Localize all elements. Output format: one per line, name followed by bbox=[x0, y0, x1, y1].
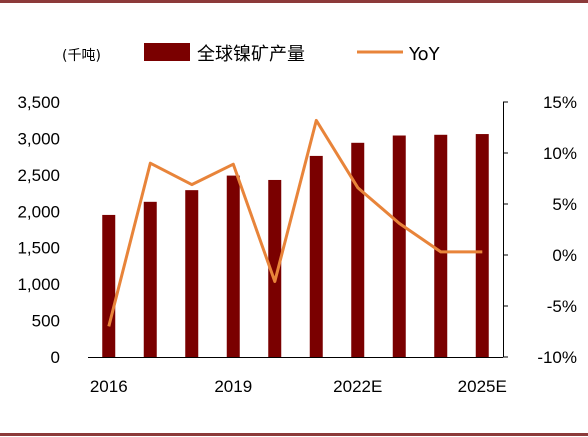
x-tick-label: 2025E bbox=[458, 377, 507, 396]
x-tick-label: 2016 bbox=[90, 377, 128, 396]
x-axis: 2016 2019 2022E 2025E bbox=[90, 377, 507, 396]
left-axis: 0 500 1,000 1,500 2,000 2,500 3,000 3,500 bbox=[17, 93, 60, 367]
yoy-line bbox=[107, 118, 483, 327]
bar-2023E bbox=[392, 135, 406, 357]
bar-2016 bbox=[102, 214, 116, 357]
left-tick-label: 2,500 bbox=[17, 166, 60, 185]
bar-2024E bbox=[434, 134, 448, 357]
bar-2019 bbox=[226, 175, 240, 357]
legend-line-label: YoY bbox=[408, 44, 441, 65]
left-tick-label: 3,500 bbox=[17, 93, 60, 112]
left-tick-label: 500 bbox=[32, 312, 60, 331]
x-tick-label: 2019 bbox=[214, 377, 252, 396]
bar-2025E bbox=[475, 134, 489, 357]
bar-2018 bbox=[185, 190, 199, 357]
legend-bar-label: 全球镍矿产量 bbox=[197, 44, 305, 65]
x-tick-label: 2022E bbox=[333, 377, 382, 396]
right-tick-label: -5% bbox=[547, 297, 577, 316]
right-tick-label: 10% bbox=[543, 144, 577, 163]
bar-2020 bbox=[268, 179, 282, 357]
right-tick-label: 15% bbox=[543, 93, 577, 112]
bar-2022E bbox=[351, 142, 365, 357]
right-tick-label: 0% bbox=[552, 246, 577, 265]
left-tick-label: 0 bbox=[51, 348, 60, 367]
left-tick-label: 2,000 bbox=[17, 202, 60, 221]
legend-bar-swatch bbox=[144, 43, 190, 61]
bar-2017 bbox=[143, 201, 157, 357]
left-tick-label: 3,000 bbox=[17, 129, 60, 148]
unit-label: (千吨) bbox=[62, 48, 101, 64]
left-tick-label: 1,000 bbox=[17, 275, 60, 294]
bar-2021 bbox=[309, 155, 323, 357]
bar-series bbox=[102, 134, 489, 357]
right-tick-label: -10% bbox=[537, 348, 577, 367]
right-axis: -10% -5% 0% 5% 10% 15% bbox=[503, 93, 577, 367]
left-tick-label: 1,500 bbox=[17, 239, 60, 258]
right-tick-label: 5% bbox=[552, 195, 577, 214]
